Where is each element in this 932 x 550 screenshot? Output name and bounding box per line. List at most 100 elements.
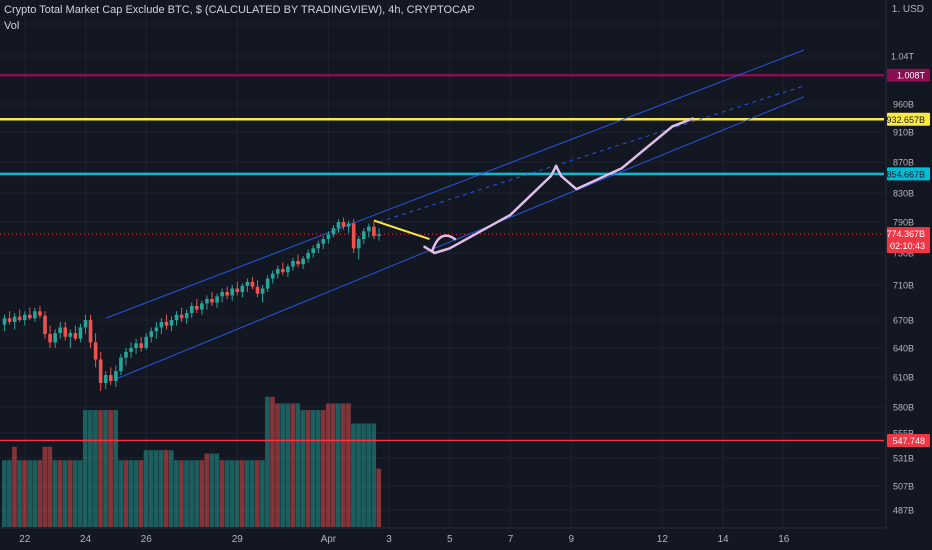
volume-bar (204, 453, 210, 527)
volume-bar (214, 453, 220, 527)
price-scale-currency[interactable]: 1. USD (891, 4, 924, 15)
y-tick-label: 830B (893, 189, 914, 199)
last-price-label: 774.367B (886, 229, 925, 239)
y-tick-label: 910B (893, 128, 914, 138)
volume-bar (148, 450, 154, 527)
candle-body (336, 222, 341, 229)
volume-bar (108, 410, 113, 527)
volume-bar (57, 460, 63, 527)
volume-bar (361, 423, 366, 527)
candle-body (134, 343, 138, 348)
candle-body (53, 333, 57, 343)
candle-body (240, 285, 245, 292)
volume-bar (32, 460, 38, 527)
candle-body (291, 261, 295, 267)
volume-bar (98, 410, 103, 527)
level-tag-label: 547.748 (892, 436, 925, 446)
volume-bar (47, 446, 53, 527)
candle-body (169, 320, 174, 326)
volume-bar (285, 403, 291, 527)
candle-body (377, 234, 381, 236)
volume-bar (184, 460, 189, 527)
y-tick-label: 531B (893, 454, 914, 464)
candle-body (33, 311, 37, 319)
candle-body (93, 342, 98, 360)
candle-body (316, 243, 321, 249)
volume-bar (88, 410, 93, 527)
candle-body (179, 314, 184, 319)
volume-bar (138, 460, 144, 527)
volume-bar (351, 423, 356, 527)
candle-body (250, 281, 255, 287)
candle-body (210, 299, 214, 303)
volume-bar (7, 460, 12, 527)
volume-bar (37, 460, 43, 527)
volume-bar (179, 460, 184, 527)
level-tag-label: 1.008T (897, 71, 926, 81)
candle-body (88, 320, 93, 343)
candle-body (296, 261, 300, 265)
y-tick-label: 610B (893, 373, 914, 383)
price-axis (886, 0, 932, 550)
candle-body (301, 258, 305, 265)
volume-bar (346, 403, 351, 527)
y-tick-label: 790B (893, 218, 914, 228)
candle-body (356, 239, 361, 249)
level-tag (887, 167, 930, 181)
candle-body (103, 375, 108, 383)
volume-bar (371, 423, 377, 527)
volume-bar (118, 460, 124, 527)
candle-body (149, 331, 154, 337)
candle-body (22, 314, 27, 320)
volume-bar (128, 460, 134, 527)
volume-bar (325, 403, 331, 527)
volume-bar (366, 423, 371, 527)
volume-bar (42, 446, 48, 527)
x-tick-label: 16 (778, 534, 790, 545)
volume-bar (244, 460, 250, 527)
volume-bar (174, 460, 179, 527)
candle-body (372, 226, 376, 236)
volume-bar (103, 410, 108, 527)
volume-bar (93, 410, 98, 527)
volume-bar (255, 460, 260, 527)
candle-body (7, 318, 12, 322)
x-tick-label: 12 (657, 534, 669, 545)
candle-body (326, 234, 331, 240)
volume-bar (77, 460, 83, 527)
candle-body (220, 292, 224, 297)
y-tick-label: 750B (893, 249, 914, 259)
volume-bar (12, 446, 17, 527)
candle-body (68, 333, 73, 337)
y-tick-label: 670B (893, 316, 914, 326)
volume-bar (305, 410, 311, 527)
volume-bar (67, 460, 73, 527)
candle-body (346, 223, 351, 227)
volume-bar (229, 460, 235, 527)
x-tick-label: 26 (141, 534, 153, 545)
candle-body (83, 320, 88, 328)
volume-bar (224, 460, 230, 527)
volume-bar (52, 460, 58, 527)
candle-body (144, 336, 149, 348)
candle-body (311, 248, 315, 253)
candle-body (124, 351, 128, 358)
volume-bar (209, 453, 215, 527)
volume-bar (300, 410, 306, 527)
candle-body (63, 327, 68, 337)
candle-body (28, 314, 32, 319)
level-tag-label: 854.667B (886, 169, 925, 179)
volume-bar (239, 460, 245, 527)
y-tick-label: 870B (893, 158, 914, 168)
candle-body (341, 222, 346, 227)
volume-bar (275, 403, 280, 527)
candle-body (215, 296, 219, 303)
volume-bar (260, 460, 265, 527)
candle-body (38, 311, 42, 316)
volume-bar (234, 460, 240, 527)
projection-curve-loop (430, 234, 457, 253)
volume-bar (163, 450, 169, 527)
projection-curve (423, 117, 694, 255)
countdown-label: 02:10:43 (890, 241, 925, 251)
